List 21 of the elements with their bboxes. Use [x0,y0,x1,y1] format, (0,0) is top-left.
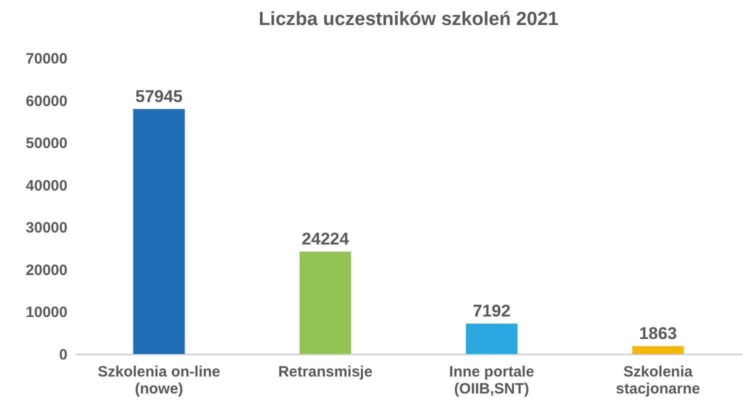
bar [133,108,185,354]
data-label: 57945 [135,86,183,106]
x-tick-label: Inne portale (OIIB,SNT) [449,364,534,398]
bar [300,252,352,354]
bar [632,346,684,354]
y-tick-label: 0 [59,346,68,364]
y-tick-label: 20000 [26,262,68,279]
x-tick-label: Szkolenia on-line (nowe) [98,364,220,398]
y-tick-label: 50000 [26,135,68,152]
data-label: 7192 [472,302,511,321]
data-label: 24224 [302,230,350,249]
x-tick-label: Szkolenia stacjonarne [616,364,700,398]
x-tick-label: Retransmisje [278,364,372,380]
bar [466,324,518,354]
y-tick-label: 40000 [26,177,68,194]
data-label: 1863 [639,324,677,344]
y-tick-label: 70000 [26,50,68,68]
chart-title: Liczba uczestników szkoleń 2021 [258,9,559,30]
y-tick-label: 30000 [26,220,68,237]
y-tick-label: 10000 [26,304,68,322]
y-tick-label: 60000 [26,92,68,110]
